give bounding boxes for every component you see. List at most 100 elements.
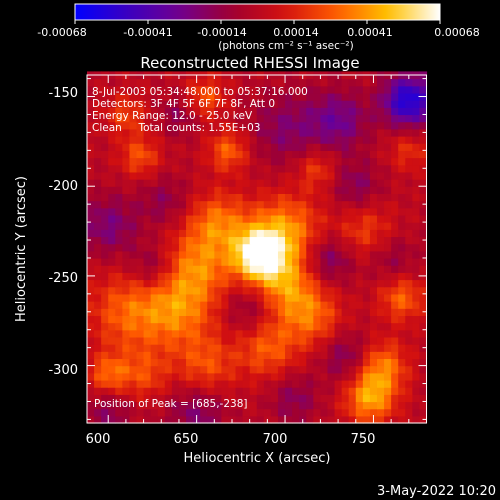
heatmap-cell xyxy=(292,265,300,273)
heatmap-cell xyxy=(369,265,378,273)
heatmap-cell xyxy=(122,150,131,159)
heatmap-cell xyxy=(150,193,159,202)
heatmap-cell xyxy=(270,301,279,309)
heatmap-cell xyxy=(376,236,385,245)
heatmap-cell xyxy=(94,114,102,123)
heatmap-cell xyxy=(249,207,258,216)
heatmap-cell xyxy=(94,315,102,324)
heatmap-cell xyxy=(101,114,109,123)
heatmap-cell xyxy=(376,308,385,316)
heatmap-cell xyxy=(327,128,336,137)
heatmap-cell xyxy=(221,100,230,108)
heatmap-cell xyxy=(242,336,251,345)
heatmap-cell xyxy=(391,100,399,108)
heatmap-cell xyxy=(341,257,350,266)
heatmap-cell xyxy=(270,286,279,295)
heatmap-cell xyxy=(313,243,321,252)
heatmap-cell xyxy=(256,114,265,123)
heatmap-cell xyxy=(214,200,222,209)
heatmap-cell xyxy=(221,92,230,101)
heatmap-cell xyxy=(164,301,173,309)
heatmap-cell xyxy=(341,351,350,360)
heatmap-cell xyxy=(178,114,187,123)
heatmap-cell xyxy=(186,85,194,94)
heatmap-cell xyxy=(334,379,343,388)
heatmap-cell xyxy=(228,315,237,324)
heatmap-cell xyxy=(94,100,102,108)
heatmap-cell xyxy=(87,315,95,324)
heatmap-cell xyxy=(369,236,378,245)
heatmap-cell xyxy=(249,293,258,302)
heatmap-cell xyxy=(150,387,159,395)
heatmap-cell xyxy=(320,379,329,388)
heatmap-cell xyxy=(376,372,385,381)
heatmap-cell xyxy=(228,257,237,266)
heatmap-cell xyxy=(270,143,279,151)
heatmap-cell xyxy=(178,379,187,388)
heatmap-cell xyxy=(334,207,343,216)
heatmap-cell xyxy=(178,85,187,94)
heatmap-cell xyxy=(299,408,307,417)
heatmap-cell xyxy=(384,207,392,216)
heatmap-cell xyxy=(369,336,378,345)
heatmap-cell xyxy=(270,394,279,403)
heatmap-cell xyxy=(306,351,314,360)
heatmap-cell xyxy=(242,286,251,295)
heatmap-cell xyxy=(101,351,109,360)
heatmap-cell xyxy=(348,279,357,288)
heatmap-cell xyxy=(164,329,173,338)
heatmap-cell xyxy=(405,351,413,360)
heatmap-cell xyxy=(221,186,230,194)
heatmap-cell xyxy=(207,128,215,137)
heatmap-cell xyxy=(277,279,286,288)
heatmap-cell xyxy=(292,301,300,309)
heatmap-cell xyxy=(94,164,102,173)
heatmap-cell xyxy=(398,222,406,230)
heatmap-cell xyxy=(306,344,314,352)
heatmap-cell xyxy=(207,272,215,281)
heatmap-cell xyxy=(405,322,413,331)
heatmap-cell xyxy=(320,387,329,395)
heatmap-cell xyxy=(405,394,413,403)
heatmap-cell xyxy=(115,143,123,151)
heatmap-cell xyxy=(186,301,194,309)
heatmap-cell xyxy=(129,257,138,266)
heatmap-cell xyxy=(186,107,194,116)
heatmap-cell xyxy=(270,308,279,316)
heatmap-cell xyxy=(235,135,244,144)
heatmap-cell xyxy=(87,222,95,230)
heatmap-cell xyxy=(171,394,180,403)
heatmap-cell xyxy=(376,293,385,302)
heatmap-cell xyxy=(178,372,187,381)
heatmap-cell xyxy=(186,279,194,288)
heatmap-cell xyxy=(412,236,421,245)
heatmap-cell xyxy=(249,408,258,417)
heatmap-cell xyxy=(108,408,116,417)
heatmap-cell xyxy=(334,229,343,238)
heatmap-cell xyxy=(341,114,350,123)
heatmap-cell xyxy=(277,157,286,166)
heatmap-cell xyxy=(270,272,279,281)
heatmap-cell xyxy=(398,236,406,245)
heatmap-cell xyxy=(341,272,350,281)
heatmap-cell xyxy=(235,236,244,245)
heatmap-cell xyxy=(285,186,293,194)
heatmap-cell xyxy=(150,257,159,266)
heatmap-cell xyxy=(214,236,222,245)
heatmap-cell xyxy=(136,114,145,123)
heatmap-cell xyxy=(108,222,116,230)
heatmap-cell xyxy=(320,78,329,87)
heatmap-cell xyxy=(242,315,251,324)
heatmap-cell xyxy=(256,415,265,424)
heatmap-cell xyxy=(263,157,272,166)
heatmap-cell xyxy=(419,387,428,395)
heatmap-cell xyxy=(94,193,102,202)
heatmap-cell xyxy=(122,408,131,417)
heatmap-cell xyxy=(115,415,123,424)
heatmap-cell xyxy=(362,379,371,388)
heatmap-cell xyxy=(355,387,364,395)
heatmap-cell xyxy=(242,372,251,381)
heatmap-cell xyxy=(249,336,258,345)
heatmap-cell xyxy=(376,193,385,202)
heatmap-cell xyxy=(292,257,300,266)
